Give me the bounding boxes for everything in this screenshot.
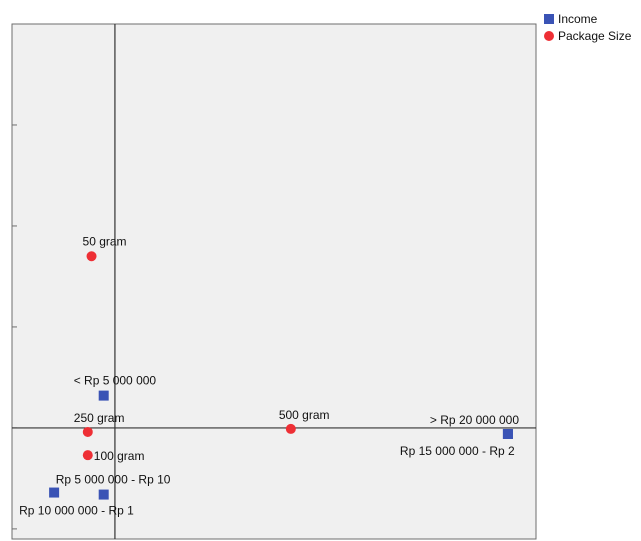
income-point (49, 487, 60, 498)
legend-marker (544, 14, 554, 24)
legend-marker (544, 31, 554, 41)
data-marks: < Rp 5 000 000 > Rp 20 000 000 Rp 5 000 00… (19, 234, 519, 517)
point-label: Rp 5 000 000 - Rp 10 (56, 473, 171, 487)
point-label: 100 gram (94, 449, 145, 463)
point-label: 250 gram (74, 411, 125, 425)
package-size-point (82, 426, 93, 437)
legend-label: Package Size (558, 29, 632, 43)
package-size-point (86, 251, 97, 262)
point-label: < Rp 5 000 000 (74, 374, 157, 388)
income-point (98, 489, 109, 500)
package-size-point (82, 450, 93, 461)
point-label: Rp 10 000 000 - Rp 1 (19, 504, 134, 518)
income-point (98, 390, 109, 401)
legend-label: Income (558, 12, 598, 26)
point-label: 50 gram (83, 234, 127, 248)
income-point (502, 428, 513, 439)
legend: Income Package Size (544, 12, 632, 43)
point-label: 500 gram (279, 408, 330, 422)
point-label: > Rp 20 000 000 (430, 413, 519, 427)
plot-area (11, 23, 537, 540)
point-label: Rp 15 000 000 - Rp 2 (400, 444, 515, 458)
package-size-point (285, 423, 296, 434)
